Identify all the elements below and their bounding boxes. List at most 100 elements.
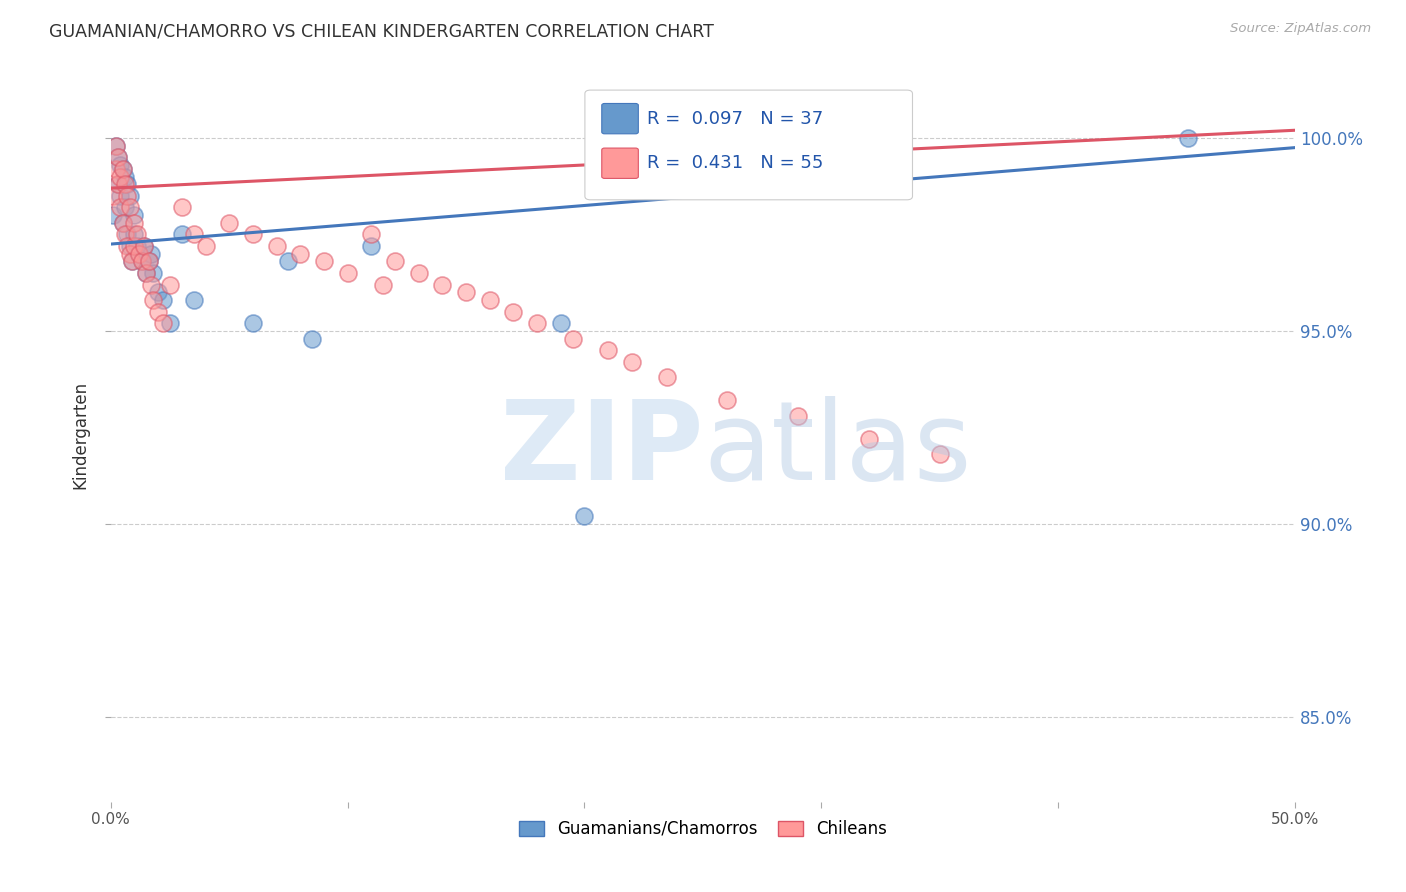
Point — [373, 277, 395, 292]
Point — [146, 304, 169, 318]
Point — [117, 178, 139, 192]
Point — [117, 189, 139, 203]
Point — [716, 393, 738, 408]
Point — [526, 316, 548, 330]
Text: R =  0.431   N = 55: R = 0.431 N = 55 — [647, 154, 823, 172]
Point — [121, 254, 143, 268]
Point — [408, 266, 430, 280]
Point — [114, 178, 136, 192]
Point — [111, 161, 134, 176]
Point — [194, 239, 217, 253]
Point — [131, 254, 153, 268]
Text: R =  0.097   N = 37: R = 0.097 N = 37 — [647, 110, 823, 128]
Point — [107, 178, 129, 192]
Point — [1177, 131, 1199, 145]
Point — [110, 169, 132, 184]
Point — [138, 254, 160, 268]
Point — [101, 208, 124, 222]
Point — [128, 246, 150, 260]
Point — [124, 216, 146, 230]
Point — [114, 201, 136, 215]
Point — [301, 332, 323, 346]
Legend: Guamanians/Chamorros, Chileans: Guamanians/Chamorros, Chileans — [512, 814, 894, 845]
Text: GUAMANIAN/CHAMORRO VS CHILEAN KINDERGARTEN CORRELATION CHART: GUAMANIAN/CHAMORRO VS CHILEAN KINDERGART… — [49, 22, 714, 40]
Point — [124, 239, 146, 253]
Point — [107, 178, 129, 192]
Point — [121, 254, 143, 268]
Point — [104, 138, 127, 153]
Point — [107, 150, 129, 164]
Point — [110, 158, 132, 172]
Point — [159, 316, 181, 330]
Text: Source: ZipAtlas.com: Source: ZipAtlas.com — [1230, 22, 1371, 36]
Y-axis label: Kindergarten: Kindergarten — [72, 381, 89, 489]
Point — [104, 161, 127, 176]
Point — [159, 277, 181, 292]
Point — [657, 370, 679, 384]
Point — [131, 254, 153, 268]
Point — [620, 355, 643, 369]
Point — [125, 239, 148, 253]
Point — [118, 239, 141, 253]
Point — [146, 285, 169, 300]
Point — [124, 227, 146, 242]
Point — [135, 266, 157, 280]
Point — [118, 189, 141, 203]
Point — [183, 293, 205, 307]
Point — [110, 201, 132, 215]
Point — [104, 138, 127, 153]
Point — [336, 266, 359, 280]
Point — [242, 316, 264, 330]
Point — [101, 189, 124, 203]
Point — [502, 304, 524, 318]
Point — [277, 254, 299, 268]
Point — [858, 432, 880, 446]
Point — [107, 150, 129, 164]
Point — [142, 266, 165, 280]
Point — [125, 227, 148, 242]
Point — [138, 254, 160, 268]
Point — [152, 293, 174, 307]
Point — [574, 509, 596, 524]
Point — [142, 293, 165, 307]
Point — [117, 239, 139, 253]
Point — [139, 277, 162, 292]
Point — [110, 189, 132, 203]
Point — [152, 316, 174, 330]
Point — [111, 216, 134, 230]
Point — [114, 169, 136, 184]
Point — [117, 227, 139, 242]
Point — [242, 227, 264, 242]
Point — [132, 239, 155, 253]
Point — [478, 293, 501, 307]
Point — [360, 239, 382, 253]
Point — [218, 216, 240, 230]
Point — [132, 239, 155, 253]
Text: ZIP: ZIP — [499, 396, 703, 503]
Point — [928, 447, 950, 461]
Point — [124, 208, 146, 222]
Point — [118, 201, 141, 215]
Point — [111, 161, 134, 176]
Point — [135, 266, 157, 280]
Point — [114, 227, 136, 242]
Point — [786, 409, 808, 423]
Point — [598, 343, 620, 358]
Text: atlas: atlas — [703, 396, 972, 503]
Point — [561, 332, 583, 346]
Point — [111, 216, 134, 230]
Point — [266, 239, 288, 253]
Point — [550, 316, 572, 330]
Point — [128, 246, 150, 260]
Point — [118, 246, 141, 260]
Point — [290, 246, 312, 260]
Point — [384, 254, 406, 268]
Point — [432, 277, 454, 292]
Point — [454, 285, 477, 300]
Point — [312, 254, 335, 268]
Point — [183, 227, 205, 242]
Point — [139, 246, 162, 260]
Point — [170, 227, 193, 242]
Point — [360, 227, 382, 242]
Point — [170, 201, 193, 215]
